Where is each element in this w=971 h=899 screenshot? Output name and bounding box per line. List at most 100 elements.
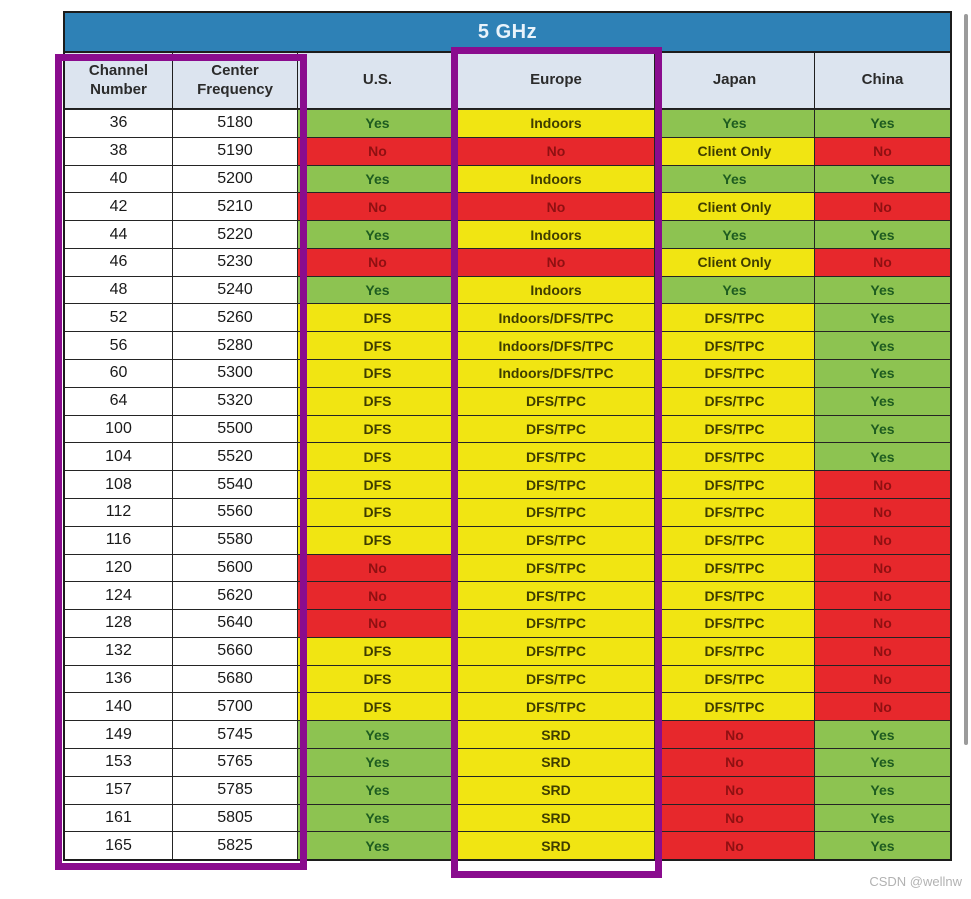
frequency-cell: 5785 <box>172 775 297 804</box>
china-cell: Yes <box>814 720 950 748</box>
japan-cell: Client Only <box>654 247 814 276</box>
column-header-channel-number: Channel Number <box>88 61 149 98</box>
frequency-cell: 5200 <box>172 164 297 193</box>
japan-cell: DFS/TPC <box>654 414 814 443</box>
europe-cell: Indoors <box>457 275 654 304</box>
table-row: 128 5640 No DFS/TPC DFS/TPC No <box>65 609 950 637</box>
table-row: 46 5230 No No Client Only No <box>65 247 950 276</box>
japan-cell: DFS/TPC <box>654 442 814 471</box>
table-row: 60 5300 DFS Indoors/DFS/TPC DFS/TPC Yes <box>65 359 950 387</box>
us-cell: Yes <box>297 831 457 860</box>
japan-cell: No <box>654 803 814 832</box>
frequency-cell: 5540 <box>172 470 297 498</box>
us-cell: DFS <box>297 303 457 332</box>
europe-cell: DFS/TPC <box>457 609 654 637</box>
channel-cell: 42 <box>65 192 172 221</box>
china-cell: Yes <box>814 747 950 776</box>
column-header-us: U.S. <box>297 53 457 108</box>
us-cell: DFS <box>297 636 457 665</box>
frequency-cell: 5210 <box>172 192 297 221</box>
japan-cell: DFS/TPC <box>654 497 814 526</box>
channel-cell: 149 <box>65 720 172 748</box>
channel-cell: 165 <box>65 831 172 860</box>
frequency-cell: 5190 <box>172 136 297 165</box>
us-cell: No <box>297 553 457 582</box>
table-row: 100 5500 DFS DFS/TPC DFS/TPC Yes <box>65 414 950 443</box>
frequency-cell: 5620 <box>172 581 297 610</box>
japan-cell: Yes <box>654 164 814 193</box>
table-row: 153 5765 Yes SRD No Yes <box>65 747 950 776</box>
us-cell: DFS <box>297 470 457 498</box>
us-cell: DFS <box>297 331 457 360</box>
table-row: 157 5785 Yes SRD No Yes <box>65 775 950 804</box>
channel-cell: 124 <box>65 581 172 610</box>
europe-cell: SRD <box>457 747 654 776</box>
japan-cell: DFS/TPC <box>654 359 814 387</box>
table-row: 165 5825 Yes SRD No Yes <box>65 831 950 860</box>
china-cell: No <box>814 553 950 582</box>
frequency-cell: 5765 <box>172 747 297 776</box>
us-cell: DFS <box>297 442 457 471</box>
channel-cell: 46 <box>65 247 172 276</box>
japan-cell: DFS/TPC <box>654 553 814 582</box>
table-row: 116 5580 DFS DFS/TPC DFS/TPC No <box>65 525 950 554</box>
us-cell: Yes <box>297 164 457 193</box>
frequency-cell: 5600 <box>172 553 297 582</box>
europe-cell: Indoors/DFS/TPC <box>457 331 654 360</box>
us-cell: Yes <box>297 275 457 304</box>
china-cell: No <box>814 664 950 693</box>
china-cell: No <box>814 247 950 276</box>
us-cell: No <box>297 609 457 637</box>
europe-cell: Indoors/DFS/TPC <box>457 359 654 387</box>
right-edge-line <box>964 14 968 745</box>
frequency-cell: 5280 <box>172 331 297 360</box>
watermark-text: CSDN @wellnw <box>869 874 962 889</box>
china-cell: Yes <box>814 109 950 137</box>
frequency-cell: 5520 <box>172 442 297 471</box>
japan-cell: Client Only <box>654 192 814 221</box>
japan-cell: Yes <box>654 275 814 304</box>
table-body: 36 5180 Yes Indoors Yes Yes 38 5190 No No Client O… <box>65 109 950 860</box>
channel-cell: 108 <box>65 470 172 498</box>
channel-cell: 120 <box>65 553 172 582</box>
frequency-cell: 5805 <box>172 803 297 832</box>
china-cell: Yes <box>814 220 950 248</box>
japan-cell: DFS/TPC <box>654 636 814 665</box>
europe-cell: No <box>457 136 654 165</box>
us-cell: Yes <box>297 803 457 832</box>
table-row: 36 5180 Yes Indoors Yes Yes <box>65 109 950 137</box>
table-row: 56 5280 DFS Indoors/DFS/TPC DFS/TPC Yes <box>65 331 950 360</box>
us-cell: No <box>297 136 457 165</box>
channel-cell: 36 <box>65 109 172 137</box>
europe-cell: DFS/TPC <box>457 636 654 665</box>
china-cell: No <box>814 136 950 165</box>
table-row: 44 5220 Yes Indoors Yes Yes <box>65 220 950 248</box>
china-cell: No <box>814 470 950 498</box>
us-cell: DFS <box>297 359 457 387</box>
china-cell: No <box>814 192 950 221</box>
europe-cell: DFS/TPC <box>457 414 654 443</box>
japan-cell: DFS/TPC <box>654 470 814 498</box>
europe-cell: Indoors <box>457 164 654 193</box>
frequency-cell: 5640 <box>172 609 297 637</box>
china-cell: No <box>814 581 950 610</box>
channel-cell: 38 <box>65 136 172 165</box>
channel-cell: 153 <box>65 747 172 776</box>
column-header-china: China <box>814 53 950 108</box>
channel-cell: 52 <box>65 303 172 332</box>
europe-cell: Indoors <box>457 220 654 248</box>
china-cell: Yes <box>814 386 950 415</box>
frequency-cell: 5220 <box>172 220 297 248</box>
us-cell: Yes <box>297 109 457 137</box>
table-row: 52 5260 DFS Indoors/DFS/TPC DFS/TPC Yes <box>65 303 950 332</box>
europe-cell: DFS/TPC <box>457 470 654 498</box>
china-cell: No <box>814 497 950 526</box>
us-cell: Yes <box>297 747 457 776</box>
frequency-cell: 5825 <box>172 831 297 860</box>
us-cell: DFS <box>297 386 457 415</box>
japan-cell: Client Only <box>654 136 814 165</box>
china-cell: No <box>814 692 950 721</box>
japan-cell: DFS/TPC <box>654 303 814 332</box>
frequency-cell: 5320 <box>172 386 297 415</box>
